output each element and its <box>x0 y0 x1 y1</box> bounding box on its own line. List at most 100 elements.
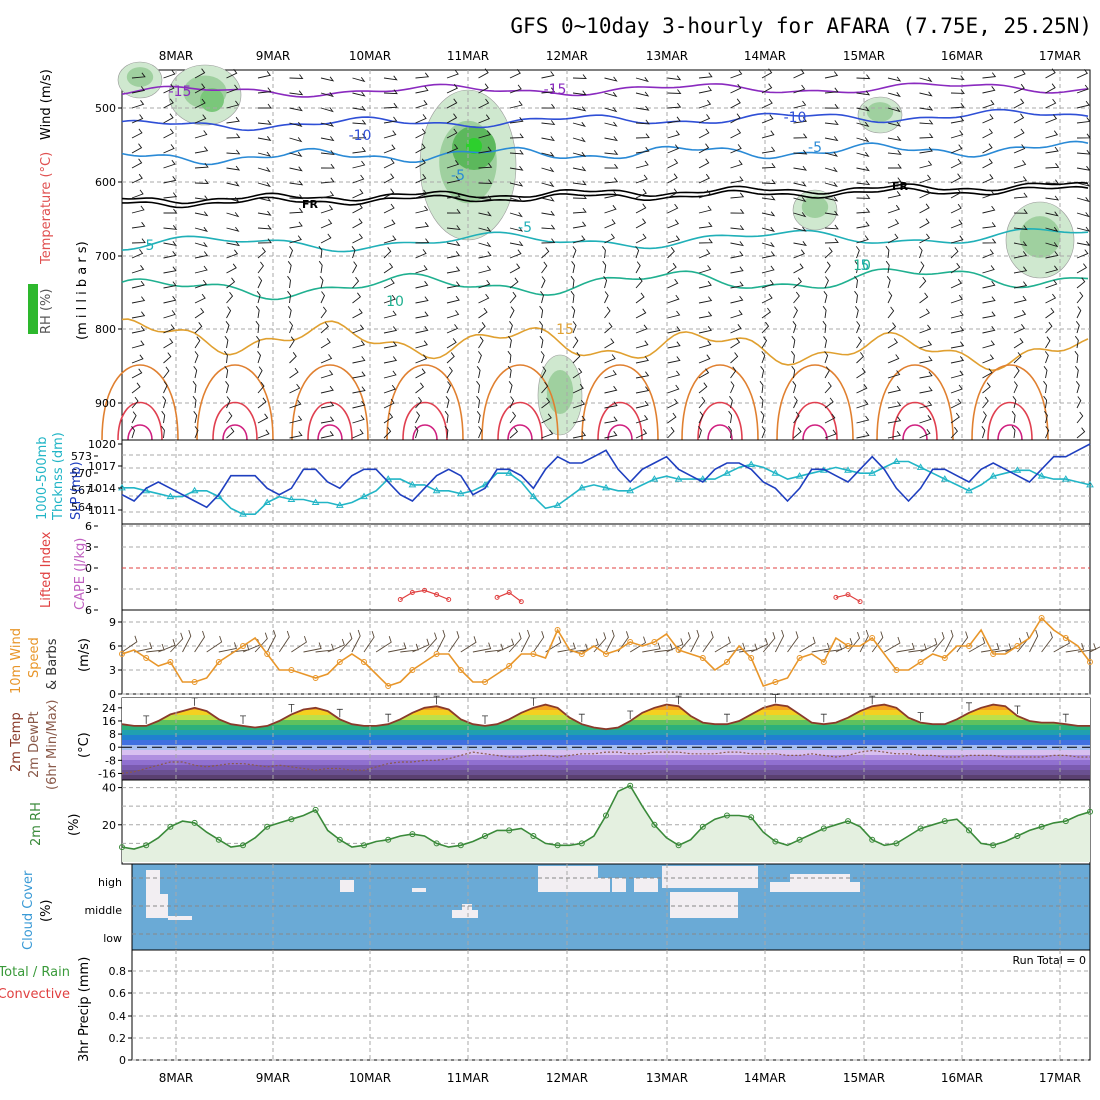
wind-barb <box>729 396 733 409</box>
wind-barb <box>730 98 741 109</box>
wind-barb <box>982 72 997 79</box>
wind-barb <box>761 83 773 94</box>
wind-barb <box>604 163 619 169</box>
thickness-tick-label: 564 <box>71 501 92 514</box>
precip-axis-label-1: Total / Rain <box>0 965 70 980</box>
wind-barb <box>635 371 650 379</box>
cloud-level-low: low <box>103 932 122 945</box>
wind-barb <box>1045 242 1059 248</box>
wind-barb <box>604 370 617 379</box>
wind-barb <box>415 311 429 319</box>
wind-barb <box>730 208 745 214</box>
wind10m-speed-point <box>506 663 513 669</box>
wind-barb <box>982 396 989 409</box>
wind10m-axis-label-3: & Barbs <box>45 638 60 690</box>
wind-barb <box>131 221 146 229</box>
wind-barb <box>257 397 267 409</box>
wind-barb <box>540 291 544 304</box>
wind-barb <box>320 177 335 184</box>
wind-barb <box>856 383 868 394</box>
wind10m-barb <box>206 635 223 653</box>
wind-barb <box>793 133 808 139</box>
wind-barb <box>982 238 997 244</box>
wind-barb <box>1076 165 1091 171</box>
wind-barb <box>1013 98 1025 109</box>
wind-barb <box>131 158 143 169</box>
contour-minus15 <box>121 82 1089 98</box>
wind-barb <box>635 146 650 154</box>
wind-barb <box>887 76 902 82</box>
wind-barb <box>760 366 765 379</box>
wind-barb <box>352 218 363 229</box>
wind-barb <box>383 173 395 184</box>
wind-barb <box>509 291 517 304</box>
millibars-axis-label: (m i l l i b a r s) <box>75 241 90 340</box>
temp2m-maxmin-marker <box>530 697 537 706</box>
wind10m-axis-label-4: (m/s) <box>77 638 92 672</box>
wind-barb <box>1076 427 1086 439</box>
wind-barb <box>509 165 524 171</box>
contour-plus30 <box>802 424 828 441</box>
contour-label: 15 <box>556 322 574 338</box>
wind-barb <box>698 396 706 409</box>
temp2m-tick-label: -16 <box>98 767 116 780</box>
rh2m-point <box>385 836 392 843</box>
cape-tick-label: 3 <box>85 583 92 596</box>
wind-barb <box>698 114 711 124</box>
date-label-bottom: 9MAR <box>256 1071 291 1085</box>
contour-plus25 <box>307 401 353 441</box>
wind-barb <box>1045 307 1055 319</box>
lifted-index-point <box>434 592 440 598</box>
wind-barb <box>509 396 515 409</box>
wind-barb <box>761 242 775 248</box>
wind-barb <box>1045 426 1050 439</box>
cloud-panel: high middle low Cloud Cover (%) <box>21 863 1091 951</box>
wind-barb <box>1076 263 1088 274</box>
temp2m-maxmin-marker <box>627 710 634 719</box>
cloud-axis-label-2: (%) <box>39 900 54 923</box>
wind-barb <box>824 120 839 125</box>
wind-barb <box>919 133 934 139</box>
wind-barb <box>919 77 933 83</box>
wind-barb <box>635 261 641 274</box>
wind-barb <box>856 151 870 157</box>
wind-barb <box>730 160 743 169</box>
wind-barb <box>507 350 512 364</box>
wind-barb <box>667 219 680 229</box>
cloud-cover-block <box>670 892 738 918</box>
wind10m-speed-point <box>941 655 948 661</box>
wind-barb <box>476 380 480 394</box>
wind10m-barb <box>520 629 530 653</box>
rh2m-point <box>530 833 537 839</box>
wind-barb <box>982 340 995 349</box>
wind-barb <box>919 400 933 409</box>
date-label-bottom: 11MAR <box>447 1071 489 1085</box>
slp-axis-label: SLP (mb) <box>69 461 84 520</box>
wind-barb <box>856 106 870 112</box>
wind10m-barb <box>968 636 986 653</box>
wind-barb <box>163 128 174 139</box>
wind-barb <box>1045 265 1059 274</box>
wind-barb <box>446 295 460 304</box>
wind-barb <box>1076 249 1089 259</box>
thickness-point <box>602 483 610 491</box>
wind10m-barb <box>496 638 515 653</box>
wind-barb <box>1013 209 1028 214</box>
wind-barb <box>887 431 901 439</box>
wind-barb <box>509 411 517 424</box>
temp2m-maxmin-marker <box>433 695 440 705</box>
wind10m-speed-point <box>1087 659 1093 665</box>
wind-barb <box>163 159 176 169</box>
wind-barb <box>635 233 647 244</box>
wind-barb <box>320 205 334 214</box>
wind-barb <box>887 219 900 229</box>
thickness-point <box>360 492 368 500</box>
wind-barb <box>793 100 807 109</box>
wind-barb <box>352 308 363 319</box>
wind-barb <box>446 281 461 289</box>
wind-barb <box>1013 225 1028 231</box>
wind-barb <box>919 233 931 244</box>
wind-barb <box>635 415 649 424</box>
contour-label: -5 <box>808 140 822 156</box>
contour-plus25 <box>792 401 838 441</box>
